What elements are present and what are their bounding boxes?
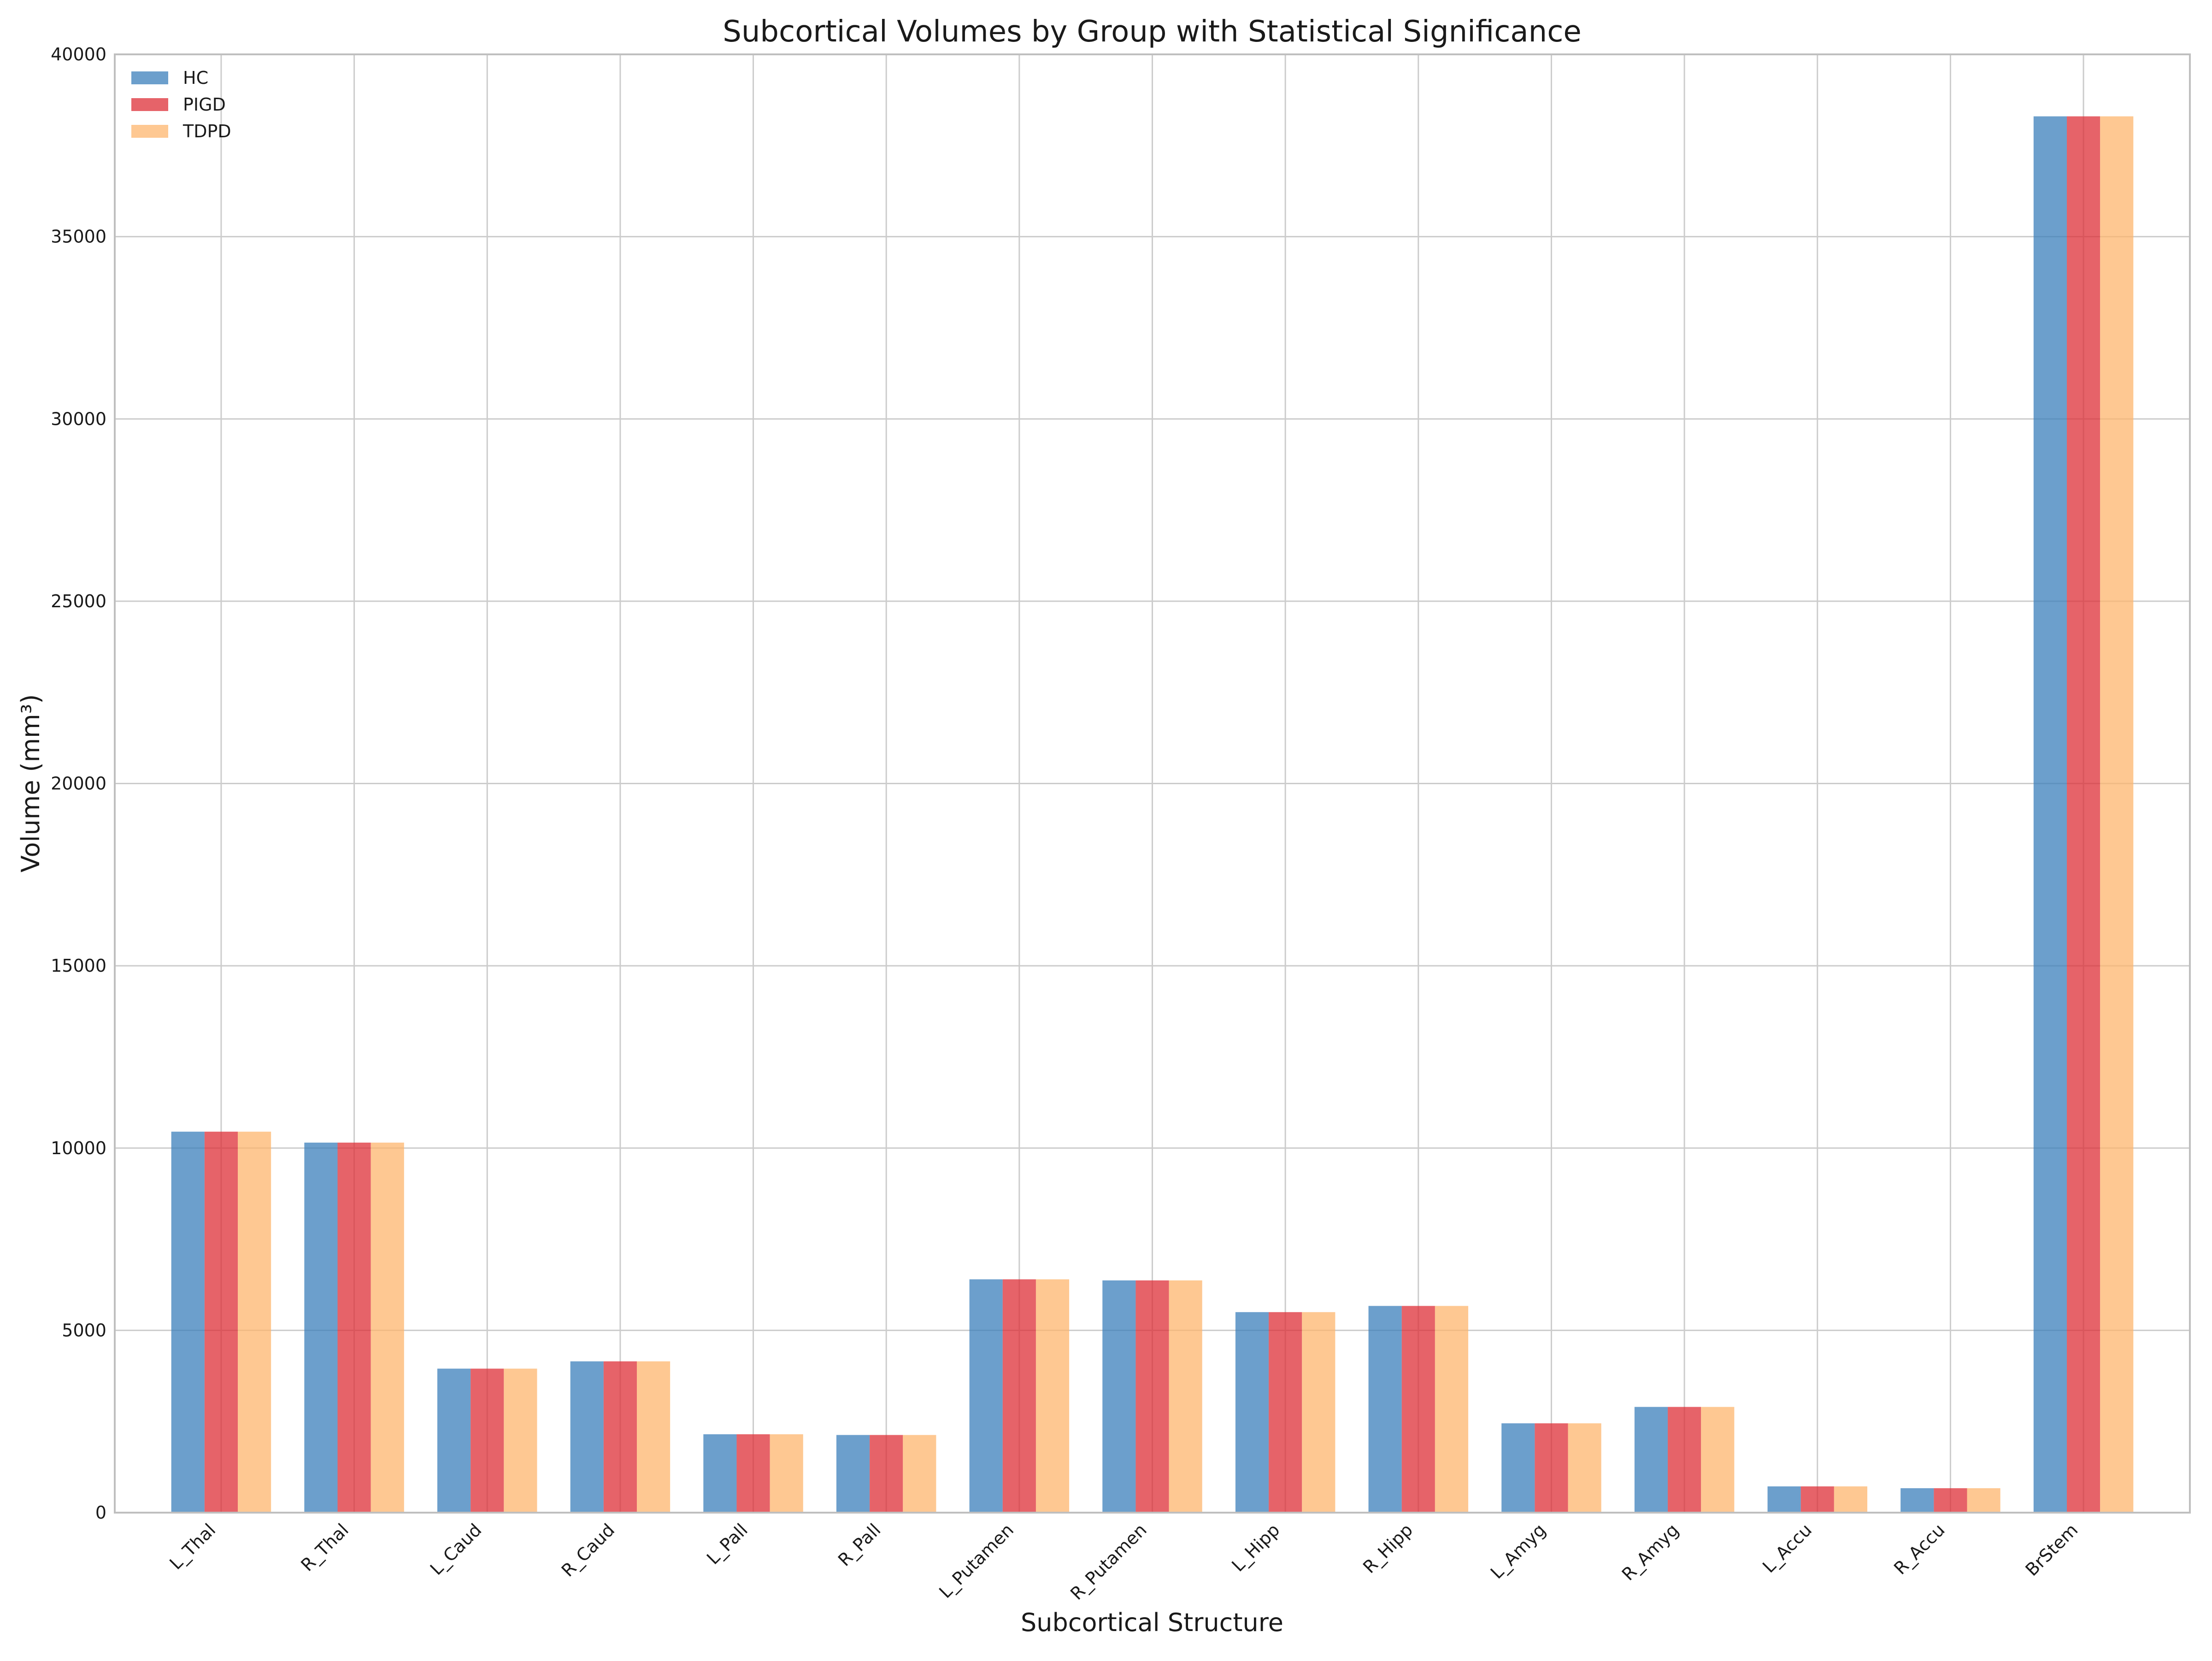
legend-label-hc: HC xyxy=(183,68,208,88)
bar-pigd-r_hipp xyxy=(1401,1306,1435,1513)
bar-tdpd-r_caud xyxy=(636,1361,671,1513)
bar-pigd-l_hipp xyxy=(1269,1312,1302,1513)
legend-label-tdpd: TDPD xyxy=(182,121,231,141)
bar-hc-r_amyg xyxy=(1634,1407,1668,1513)
y-tick-labels: 0 5000 10000 15000 20000 25000 30000 35000 40000 xyxy=(51,44,106,1523)
y-axis-label: Volume (mm³) xyxy=(16,694,45,873)
chart-title: Subcortical Volumes by Group with Statis… xyxy=(723,15,1582,49)
bar-hc-r_putamen xyxy=(1102,1280,1136,1513)
bar-hc-r_accu xyxy=(1900,1488,1934,1513)
bar-pigd-r_thal xyxy=(337,1142,371,1513)
bar-pigd-l_accu xyxy=(1800,1486,1834,1513)
bar-tdpd-l_hipp xyxy=(1302,1312,1335,1513)
bar-hc-l_thal xyxy=(171,1132,205,1513)
bar-pigd-l_amyg xyxy=(1535,1423,1568,1513)
bar-pigd-l_pall xyxy=(736,1434,770,1513)
bar-pigd-l_putamen xyxy=(1002,1279,1036,1513)
x-axis-label: Subcortical Structure xyxy=(1021,1608,1283,1637)
y-tick-label: 25000 xyxy=(51,591,106,611)
bar-hc-r_hipp xyxy=(1368,1306,1402,1513)
legend-swatch-tdpd xyxy=(131,125,168,138)
legend-swatch-hc xyxy=(131,71,168,84)
bar-pigd-r_putamen xyxy=(1135,1280,1169,1513)
bar-hc-l_putamen xyxy=(969,1279,1003,1513)
bar-hc-l_hipp xyxy=(1235,1312,1269,1513)
bar-hc-l_caud xyxy=(437,1368,471,1513)
bar-pigd-l_thal xyxy=(204,1132,238,1513)
bar-hc-l_amyg xyxy=(1501,1423,1535,1513)
bar-tdpd-r_thal xyxy=(371,1142,404,1513)
bar-hc-r_caud xyxy=(570,1361,604,1513)
bar-tdpd-r_amyg xyxy=(1701,1407,1735,1513)
bar-hc-r_thal xyxy=(304,1142,338,1513)
bar-tdpd-l_thal xyxy=(238,1132,271,1513)
bar-tdpd-l_amyg xyxy=(1568,1423,1601,1513)
bar-tdpd-r_accu xyxy=(1967,1488,2000,1513)
bar-pigd-r_caud xyxy=(603,1361,637,1513)
bar-pigd-r_amyg xyxy=(1668,1407,1701,1513)
bar-pigd-l_caud xyxy=(471,1368,504,1513)
bar-pigd-r_pall xyxy=(870,1435,903,1513)
bar-tdpd-r_putamen xyxy=(1169,1280,1202,1513)
y-tick-label: 35000 xyxy=(51,227,106,247)
bar-tdpd-brstem xyxy=(2100,116,2134,1513)
y-tick-label: 40000 xyxy=(51,44,106,65)
y-tick-label: 30000 xyxy=(51,409,106,429)
bar-tdpd-l_accu xyxy=(1834,1486,1868,1513)
legend-label-pigd: PIGD xyxy=(183,94,226,115)
bar-tdpd-l_pall xyxy=(770,1434,803,1513)
bar-tdpd-r_hipp xyxy=(1435,1306,1469,1513)
bar-pigd-brstem xyxy=(2066,116,2100,1513)
bar-tdpd-l_caud xyxy=(504,1368,537,1513)
bar-hc-brstem xyxy=(2033,116,2067,1513)
legend-swatch-pigd xyxy=(131,98,168,111)
bar-hc-l_accu xyxy=(1767,1486,1801,1513)
y-tick-label: 0 xyxy=(95,1503,106,1523)
bar-tdpd-l_putamen xyxy=(1035,1279,1070,1513)
bar-hc-l_pall xyxy=(703,1434,737,1513)
legend: HC PIGD TDPD xyxy=(131,68,231,141)
y-tick-label: 5000 xyxy=(62,1320,106,1340)
bar-hc-r_pall xyxy=(836,1435,870,1513)
bars-layer xyxy=(171,116,2134,1513)
y-tick-label: 15000 xyxy=(51,956,106,976)
plot-frame xyxy=(114,53,2191,1514)
bar-tdpd-r_pall xyxy=(903,1435,936,1513)
y-tick-label: 20000 xyxy=(51,774,106,794)
bar-pigd-r_accu xyxy=(1934,1488,1967,1513)
y-tick-label: 10000 xyxy=(51,1138,106,1158)
